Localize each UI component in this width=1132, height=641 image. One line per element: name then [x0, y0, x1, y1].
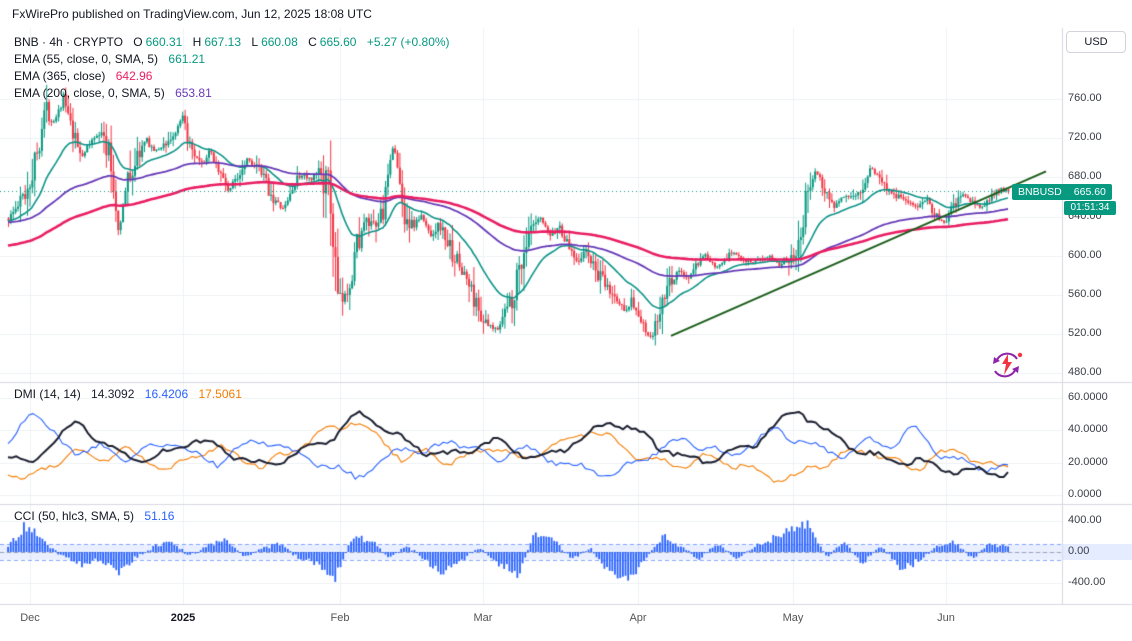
axis-tick-label: 0.0000: [1068, 488, 1102, 500]
axis-tick-label: 480.00: [1068, 366, 1102, 379]
high-label: H: [192, 35, 202, 49]
dmi-label: DMI (14, 14): [14, 387, 81, 401]
axis-tick-label: 760.00: [1068, 92, 1102, 104]
axis-tick-label: 40.0000: [1068, 423, 1108, 436]
axis-tick-label: 600.00: [1068, 248, 1102, 261]
symbol-title[interactable]: BNB · 4h · CRYPTO: [14, 35, 123, 49]
axis-tick-label: 520.00: [1068, 327, 1102, 339]
ema200-legend[interactable]: EMA (200, close, 0, SMA, 5) 653.81: [14, 86, 212, 100]
high-value: 667.13: [204, 35, 242, 49]
axis-tick-label: 400.00: [1068, 514, 1102, 526]
bar-countdown-badge: 01:51:34: [1064, 201, 1116, 215]
axis-tick-label: 60.0000: [1068, 391, 1108, 403]
dmi-legend[interactable]: DMI (14, 14) 14.3092 16.4206 17.5061: [14, 387, 242, 401]
flash-logo-icon: [988, 349, 1024, 386]
time-axis-label: Mar: [473, 612, 493, 624]
ema55-legend[interactable]: EMA (55, close, 0, SMA, 5) 661.21: [14, 52, 205, 66]
axis-tick-label: 0.00: [1068, 545, 1090, 557]
currency-toggle-button[interactable]: USD: [1066, 31, 1126, 53]
open-value: 660.31: [145, 35, 183, 49]
symbol-badge-label: BNBUSD: [1018, 186, 1062, 198]
cci-label: CCI (50, hlc3, SMA, 5): [14, 509, 135, 523]
time-axis-label: 2025: [170, 612, 196, 624]
low-value: 660.08: [261, 35, 298, 49]
cci-zero-band-chip: [1063, 544, 1132, 560]
dmi-adx-value: 14.3092: [91, 387, 135, 401]
time-axis-label: Dec: [20, 612, 40, 624]
time-axis-label: Apr: [629, 612, 647, 624]
cci-value: 51.16: [144, 509, 175, 523]
ema55-label: EMA (55, close, 0, SMA, 5): [14, 52, 159, 66]
ema365-label: EMA (365, close): [14, 69, 106, 83]
last-price-badge: BNBUSD 665.60: [1012, 184, 1112, 200]
axis-tick-label: -400.00: [1068, 576, 1106, 588]
last-price-value: 665.60: [1073, 186, 1106, 198]
ema55-value: 661.21: [168, 52, 206, 66]
ema200-value: 653.81: [175, 86, 212, 100]
axis-tick-label: 20.0000: [1068, 455, 1108, 468]
dmi-plus-di-value: 16.4206: [144, 387, 189, 401]
dmi-minus-di-value: 17.5061: [198, 387, 242, 401]
axis-tick-label: 680.00: [1068, 170, 1102, 183]
close-label: C: [308, 35, 317, 49]
axis-tick-label: 720.00: [1068, 131, 1102, 144]
symbol-legend[interactable]: BNB · 4h · CRYPTO O 660.31 H 667.13 L 660.0…: [14, 35, 450, 49]
attribution-text: FxWirePro published on TradingView.com, …: [12, 7, 372, 21]
open-label: O: [133, 35, 143, 49]
time-axis-label: May: [782, 612, 804, 624]
low-label: L: [251, 35, 259, 49]
time-axis-label: Jun: [937, 612, 955, 624]
axis-tick-label: 560.00: [1068, 287, 1102, 300]
time-axis-label: Feb: [330, 612, 350, 624]
ema200-label: EMA (200, close, 0, SMA, 5): [14, 86, 165, 100]
cci-legend[interactable]: CCI (50, hlc3, SMA, 5) 51.16: [14, 509, 174, 523]
ema365-value: 642.96: [115, 69, 153, 83]
ema365-legend[interactable]: EMA (365, close) 642.96: [14, 69, 152, 83]
close-value: 665.60: [319, 35, 357, 49]
change-value: +5.27 (+0.80%): [366, 35, 450, 49]
